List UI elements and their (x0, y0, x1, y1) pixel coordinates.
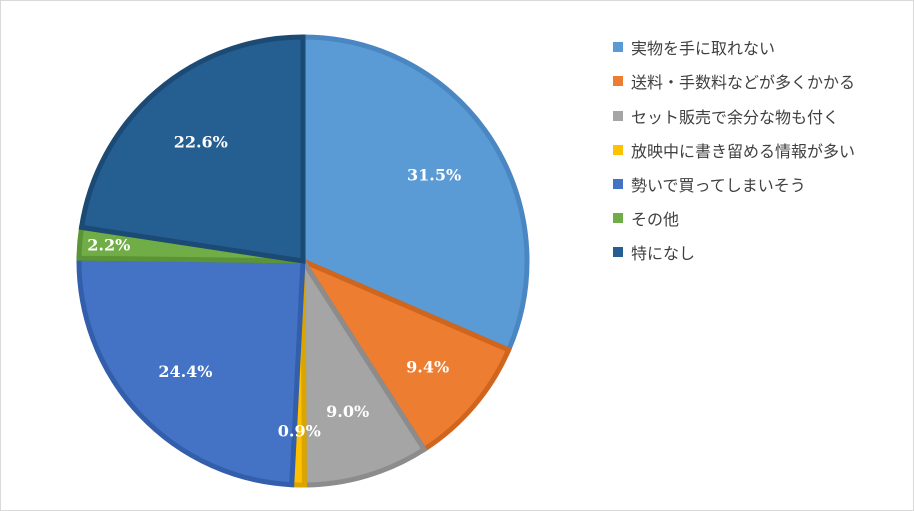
legend-swatch (613, 179, 623, 189)
legend-swatch (613, 42, 623, 53)
legend-item-6: その他 (613, 204, 855, 233)
legend-label: セット販売で余分な物も付く (631, 107, 840, 127)
legend-label: 勢いで買ってしまいそう (631, 176, 806, 195)
data-label-4: 0.9% (278, 422, 321, 441)
legend-label: 放映中に書き留める情報が多い (631, 141, 856, 161)
legend-swatch (613, 213, 623, 224)
data-label-7: 22.6% (174, 133, 228, 152)
legend-swatch (613, 247, 623, 258)
legend-swatch (613, 144, 623, 155)
pie-slice-3 (300, 252, 428, 488)
data-label-2: 9.4% (406, 357, 449, 376)
legend-item-7: 特になし (613, 238, 855, 267)
legend-swatch (613, 110, 623, 121)
pie-slice-1 (300, 34, 530, 354)
chart-legend: 実物を手に取れない送料・手数料などが多くかかる セット販売で余分な物も付く 放映中に… (613, 33, 855, 272)
pie-slice-5 (76, 255, 306, 488)
data-label-3: 9.0% (326, 402, 369, 421)
legend-item-4: 放映中に書き留める情報が多い (613, 136, 855, 165)
legend-label: 特になし (631, 244, 696, 264)
legend-item-2: 送料・手数料などが多くかかる (613, 67, 855, 96)
legend-label: その他 (631, 210, 680, 230)
legend-label: 送料・手数料などが多くかかる (631, 73, 856, 93)
pie-slice-7 (78, 34, 306, 264)
data-label-5: 24.4% (158, 362, 212, 381)
legend-swatch (613, 76, 623, 87)
legend-item-3: セット販売で余分な物も付く (613, 101, 855, 130)
pie-slice-2 (296, 255, 512, 453)
legend-item-1: 実物を手に取れない (613, 33, 855, 62)
legend-label: 実物を手に取れない (631, 39, 776, 59)
data-label-1: 31.5% (407, 165, 461, 184)
data-label-6: 2.2% (87, 236, 130, 255)
legend-item-5: 勢いで買ってしまいそう (613, 170, 855, 199)
